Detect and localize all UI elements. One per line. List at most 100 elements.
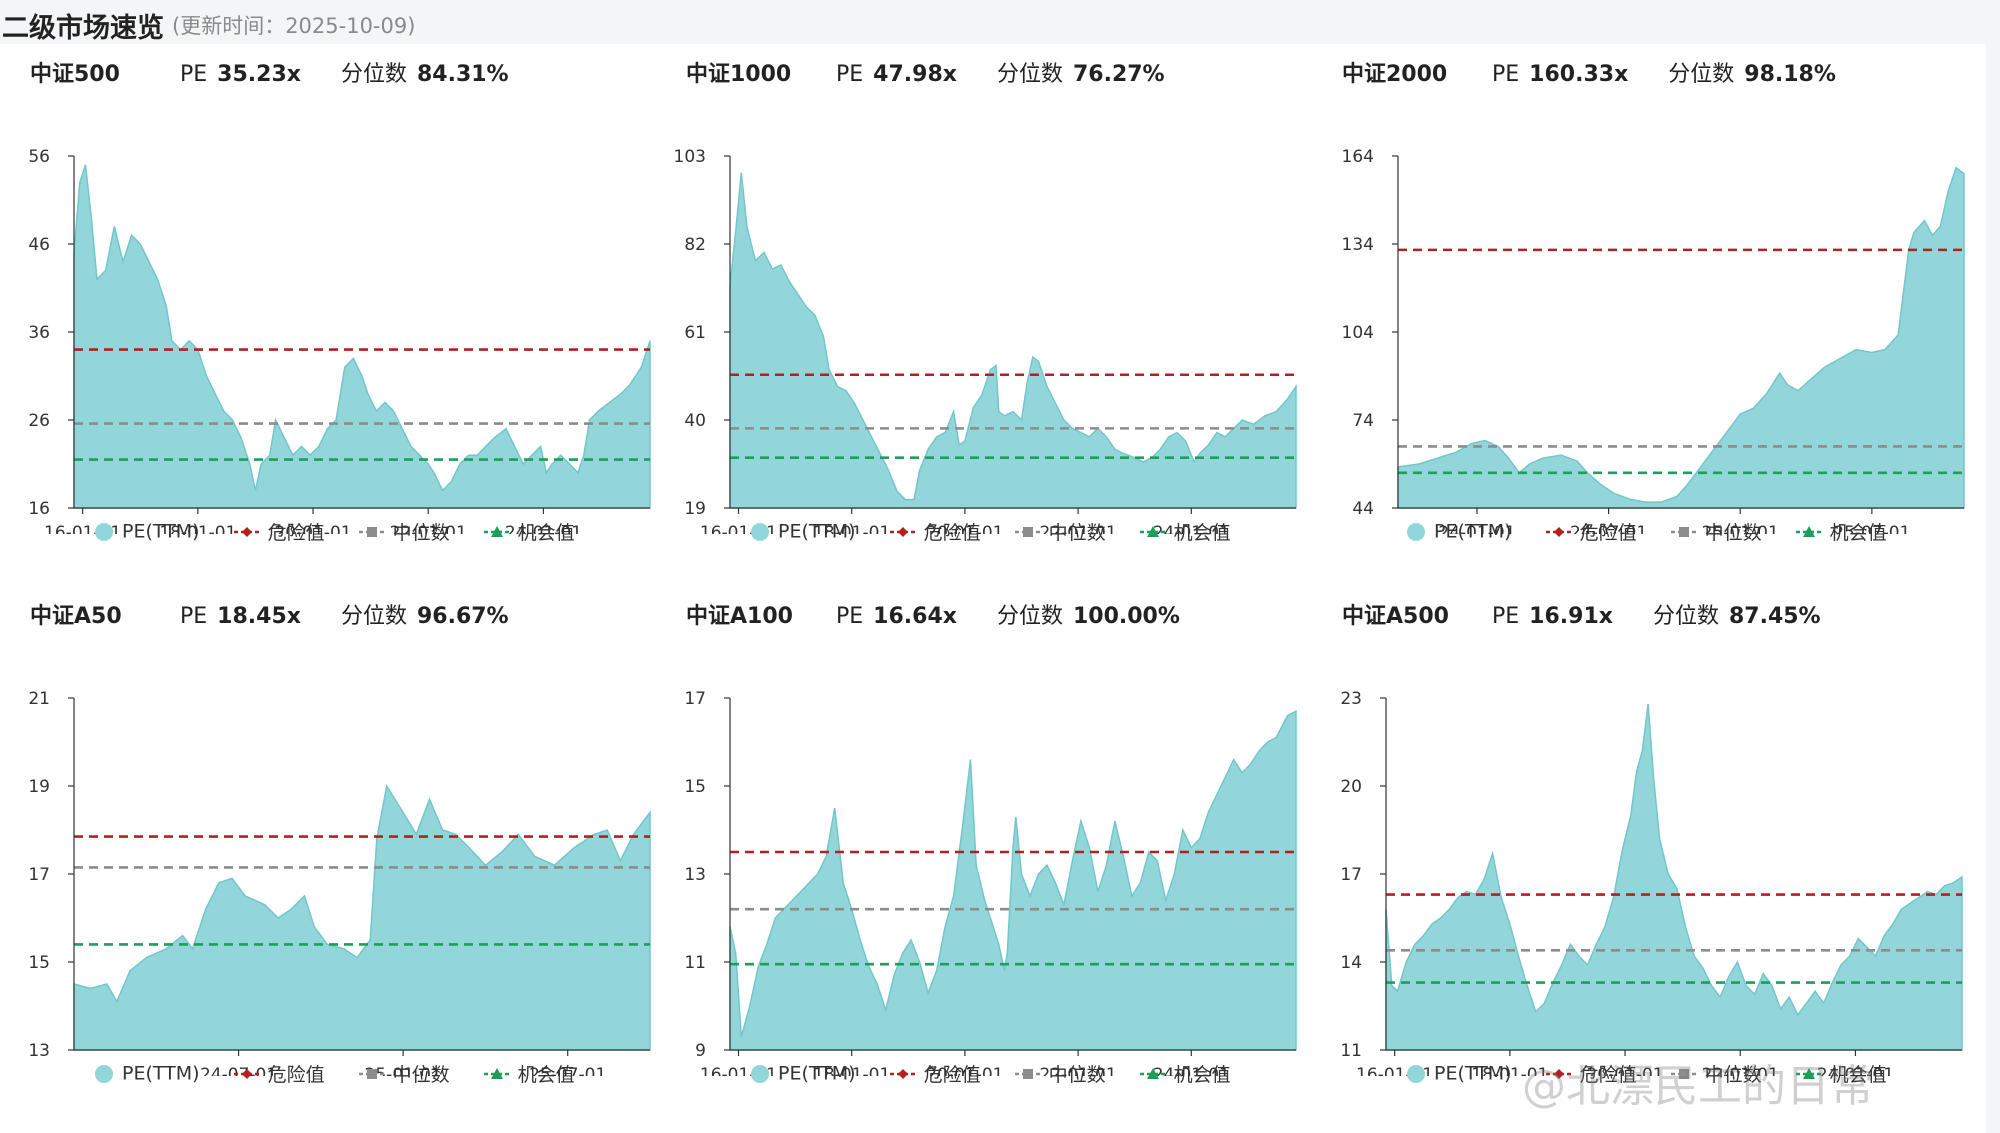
legend-marker-icon: [1545, 1068, 1572, 1079]
y-tick-label: 40: [684, 411, 706, 431]
legend-opportunity[interactable]: 机会值: [1795, 1060, 1887, 1087]
pe-area-series: [1397, 166, 1965, 509]
legend-pe[interactable]: PE(TTM): [750, 1062, 856, 1085]
pe-label: PE: [180, 604, 208, 629]
x-tick-label: 20-01-01: [274, 523, 351, 534]
y-tick-label: 36: [28, 323, 50, 343]
pe-area-series: [73, 164, 651, 509]
legend-marker-icon: [889, 526, 916, 537]
panel-header: 中证A500 PE 16.91x 分位数 87.45%: [1342, 598, 1821, 630]
legend-label: 机会值: [517, 522, 575, 544]
legend-median[interactable]: 中位数: [1014, 518, 1106, 545]
legend-marker-icon: [1014, 526, 1041, 537]
watermark: @北漂民工的日常: [1522, 1061, 1874, 1112]
pe-value: 16.91x: [1529, 604, 1613, 629]
legend-marker-icon: [95, 522, 113, 541]
legend-danger[interactable]: 危险值: [1545, 518, 1637, 545]
y-tick-label: 26: [28, 411, 50, 431]
legend-pe[interactable]: PE(TTM): [1406, 520, 1512, 543]
legend-pe[interactable]: PE(TTM): [94, 1062, 200, 1085]
chart-panel: 中证2000 PE 160.33x 分位数 98.18% 44 74 104 134 164 24-…: [1312, 44, 1968, 584]
x-tick-label: 20-01-01: [926, 523, 1003, 534]
percentile-value: 87.45%: [1728, 604, 1821, 629]
legend-label: 危险值: [1579, 1064, 1637, 1086]
panel-header: 中证2000 PE 160.33x 分位数 98.18%: [1342, 56, 1836, 88]
legend-label: PE(TTM): [122, 1062, 200, 1085]
legend-danger[interactable]: 危险值: [889, 518, 981, 545]
legend-label: 中位数: [1704, 522, 1762, 544]
legend-median[interactable]: 中位数: [1670, 518, 1762, 545]
pe-area-series: [73, 783, 651, 1051]
panel-header: 中证500 PE 35.23x 分位数 84.31%: [30, 56, 509, 88]
legend-marker-icon: [358, 1068, 385, 1079]
legend-marker-icon: [1795, 1067, 1822, 1079]
pe-label: PE: [180, 62, 208, 87]
y-tick-label: 134: [1342, 235, 1374, 255]
percentile-value: 98.18%: [1744, 62, 1836, 87]
legend-label: PE(TTM): [1434, 1062, 1512, 1085]
y-tick-label: 44: [1352, 499, 1374, 519]
pe-area-series: [729, 172, 1297, 509]
legend-opportunity[interactable]: 机会值: [483, 518, 575, 545]
legend-marker-icon: [1670, 526, 1697, 537]
chart-legend: PE(TTM) 危险值 中位数 机会值: [1406, 1060, 1921, 1087]
y-tick-label: 11: [684, 953, 706, 973]
percentile-value: 76.27%: [1072, 62, 1165, 87]
legend-danger[interactable]: 危险值: [889, 1060, 981, 1087]
legend-marker-icon: [751, 1064, 769, 1083]
index-name: 中证A500: [1342, 604, 1449, 629]
legend-label: 机会值: [1829, 522, 1887, 544]
legend-label: PE(TTM): [1434, 520, 1512, 543]
legend-danger[interactable]: 危险值: [233, 1060, 325, 1087]
legend-median[interactable]: 中位数: [1014, 1060, 1106, 1087]
legend-marker-icon: [95, 1064, 113, 1083]
legend-danger[interactable]: 危险值: [233, 518, 325, 545]
pe-chart: 19 40 61 82 103 16-01-01 18-01-01 20-01-01 22-01…: [674, 147, 1297, 534]
legend-marker-icon: [483, 525, 510, 537]
y-tick-label: 14: [1340, 953, 1362, 973]
y-tick-label: 61: [684, 323, 706, 343]
chart-legend: PE(TTM) 危险值 中位数 机会值: [1406, 518, 1921, 545]
percentile-label: 分位数: [996, 62, 1063, 87]
legend-marker-icon: [1139, 1067, 1166, 1079]
legend-marker-icon: [1139, 525, 1166, 537]
x-tick-label: 20-01-01: [1586, 1065, 1663, 1076]
legend-label: 机会值: [1173, 1064, 1231, 1086]
pe-chart: 11 14 17 20 23 16-01-01 18-01-01 20-01-01 22-01-…: [1340, 689, 1963, 1076]
legend-label: 危险值: [923, 1064, 981, 1086]
y-tick-label: 74: [1352, 411, 1374, 431]
y-tick-label: 13: [684, 865, 706, 885]
x-tick-label: 20-01-01: [926, 1065, 1003, 1076]
legend-opportunity[interactable]: 机会值: [1795, 518, 1887, 545]
legend-danger[interactable]: 危险值: [1545, 1060, 1637, 1087]
y-tick-label: 56: [28, 147, 50, 167]
chart-panel: 中证A500 PE 16.91x 分位数 87.45% 11 14 17 20 23 16-01-0…: [1312, 586, 1968, 1126]
pe-label: PE: [1492, 604, 1520, 629]
legend-label: 危险值: [1579, 522, 1637, 544]
chart-legend: PE(TTM) 危险值 中位数 机会值: [750, 1060, 1265, 1087]
legend-median[interactable]: 中位数: [358, 1060, 450, 1087]
legend-pe[interactable]: PE(TTM): [94, 520, 200, 543]
legend-pe[interactable]: PE(TTM): [1406, 1062, 1512, 1085]
scrollbar[interactable]: [1986, 44, 2000, 1133]
pe-area-series: [1385, 703, 1963, 1051]
legend-median[interactable]: 中位数: [358, 518, 450, 545]
y-tick-label: 46: [28, 235, 50, 255]
legend-opportunity[interactable]: 机会值: [1139, 518, 1231, 545]
percentile-label: 分位数: [340, 604, 407, 629]
legend-label: 中位数: [1704, 1064, 1762, 1086]
update-time: (更新时间：2025-10-09): [172, 14, 416, 38]
legend-marker-icon: [751, 522, 769, 541]
y-tick-label: 82: [684, 235, 706, 255]
legend-marker-icon: [233, 526, 260, 537]
legend-label: 中位数: [392, 522, 450, 544]
legend-opportunity[interactable]: 机会值: [483, 1060, 575, 1087]
x-tick-label: 18-01-01: [159, 523, 236, 534]
index-name: 中证A100: [686, 604, 793, 629]
legend-median[interactable]: 中位数: [1670, 1060, 1762, 1087]
legend-pe[interactable]: PE(TTM): [750, 520, 856, 543]
legend-opportunity[interactable]: 机会值: [1139, 1060, 1231, 1087]
page-title: 二级市场速览: [2, 13, 164, 44]
y-tick-label: 11: [1340, 1041, 1362, 1061]
panel-header: 中证1000 PE 47.98x 分位数 76.27%: [686, 56, 1165, 88]
